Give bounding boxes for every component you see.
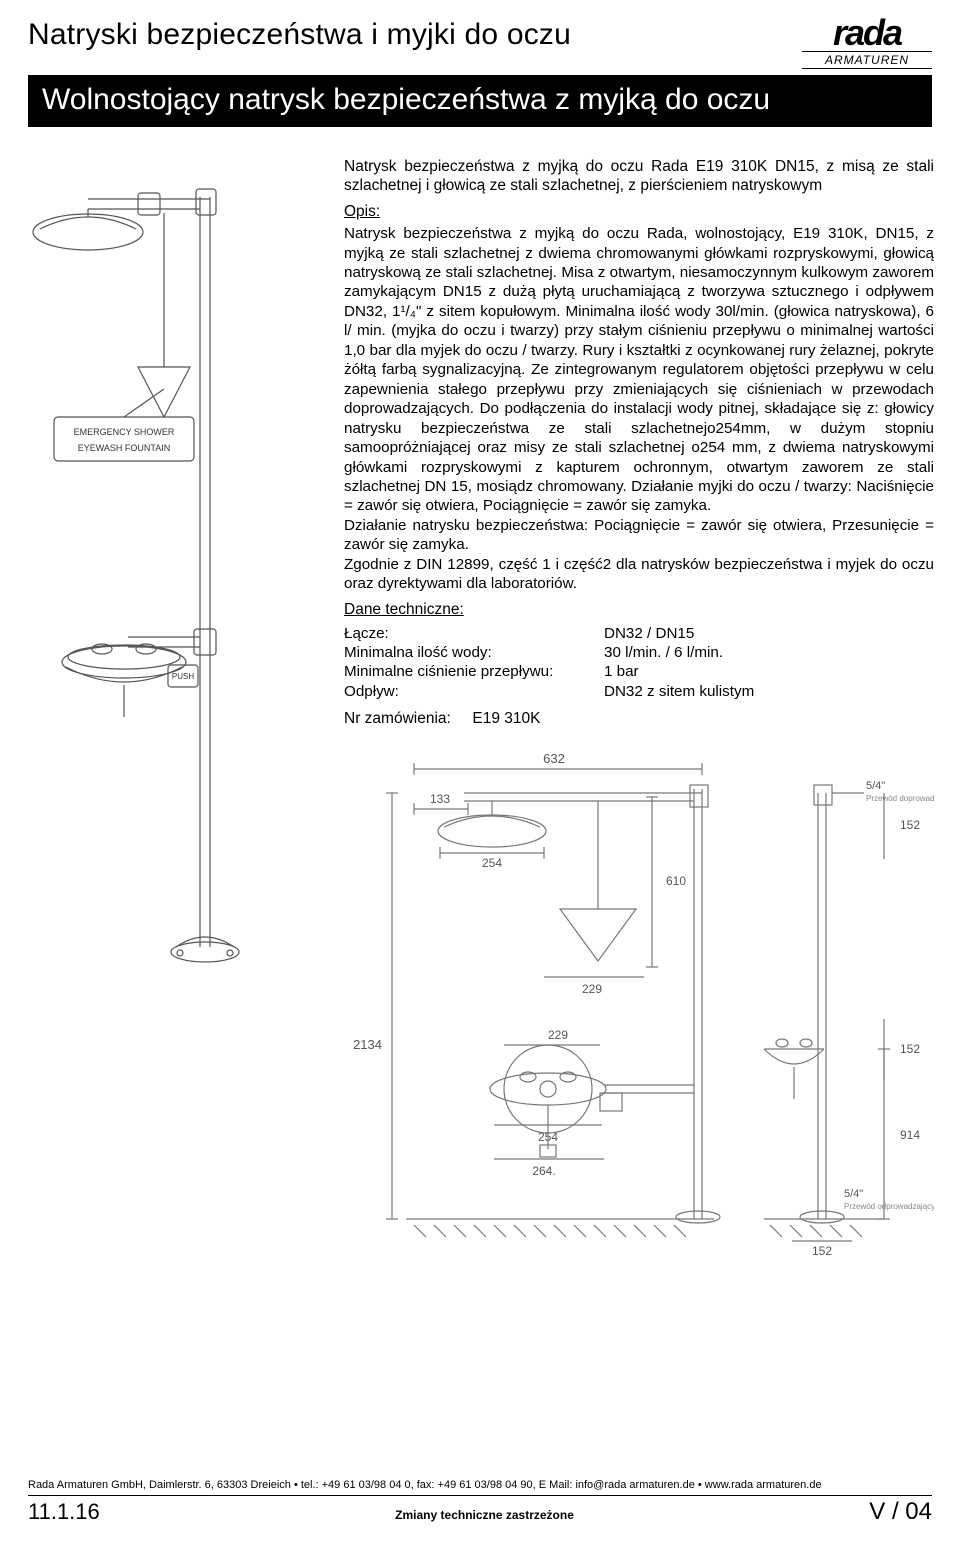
svg-text:632: 632 (543, 751, 565, 766)
spec-label: Odpływ: (344, 682, 604, 701)
svg-text:133: 133 (430, 792, 450, 806)
order-row: Nr zamówienia: E19 310K (344, 709, 934, 729)
product-title: Natrysk bezpieczeństwa z myjką do oczu R… (344, 157, 934, 197)
spec-label: Minimalne ciśnienie przepływu: (344, 662, 604, 681)
footer-page-number: V / 04 (869, 1498, 932, 1526)
spec-value: DN32 z sitem kulistym (604, 682, 754, 701)
svg-text:229: 229 (548, 1028, 568, 1042)
svg-text:Przewód doprowadzający: Przewód doprowadzający (866, 794, 934, 803)
footer-date: 11.1.16 (28, 1499, 100, 1525)
svg-text:5/4": 5/4" (844, 1188, 863, 1200)
spec-table: Łącze: DN32 / DN15 Minimalna ilość wody:… (344, 624, 934, 702)
spec-row: Odpływ: DN32 z sitem kulistym (344, 682, 934, 701)
spec-value: 30 l/min. / 6 l/min. (604, 643, 723, 662)
techdata-label: Dane techniczne: (344, 600, 934, 620)
spec-value: 1 bar (604, 662, 639, 681)
svg-text:152: 152 (900, 1042, 920, 1056)
svg-text:EYEWASH FOUNTAIN: EYEWASH FOUNTAIN (78, 443, 171, 453)
order-label: Nr zamówienia: (344, 710, 451, 727)
spec-value: DN32 / DN15 (604, 624, 694, 643)
svg-text:Przewód odprowadzający: Przewód odprowadzający (844, 1202, 934, 1211)
spec-row: Minimalna ilość wody: 30 l/min. / 6 l/mi… (344, 643, 934, 662)
footer-company-line: Rada Armaturen GmbH, Daimlerstr. 6, 6330… (28, 1479, 932, 1491)
spec-row: Łącze: DN32 / DN15 (344, 624, 934, 643)
svg-text:229: 229 (582, 982, 602, 996)
product-description: Natrysk bezpieczeństwa z myjką do oczu R… (344, 224, 934, 594)
spec-label: Łącze: (344, 624, 604, 643)
svg-text:5/4": 5/4" (866, 780, 885, 792)
footer-disclaimer: Zmiany techniczne zastrzeżone (395, 1508, 574, 1522)
description-label: Opis: (344, 202, 934, 222)
brand-logo: rada ARMATUREN (802, 18, 932, 69)
logo-text: rada (802, 18, 932, 49)
svg-text:152: 152 (812, 1244, 832, 1258)
product-illustration: EMERGENCY SHOWER EYEWASH FOUNTAIN PUSH (28, 157, 328, 977)
page-subtitle-bar: Wolnostojący natrysk bezpieczeństwa z my… (28, 75, 932, 127)
logo-subtext: ARMATUREN (802, 51, 932, 69)
svg-text:610: 610 (666, 874, 686, 888)
svg-text:152: 152 (900, 818, 920, 832)
technical-diagram: 632 133 254 (344, 749, 934, 1259)
svg-text:2134: 2134 (353, 1037, 382, 1052)
svg-text:264.: 264. (532, 1164, 555, 1178)
page-category-title: Natryski bezpieczeństwa i myjki do oczu (28, 18, 571, 52)
spec-row: Minimalne ciśnienie przepływu: 1 bar (344, 662, 934, 681)
svg-text:254: 254 (482, 856, 502, 870)
svg-text:PUSH: PUSH (172, 672, 194, 681)
order-value: E19 310K (472, 710, 540, 727)
svg-text:914: 914 (900, 1128, 920, 1142)
spec-label: Minimalna ilość wody: (344, 643, 604, 662)
page-footer: Rada Armaturen GmbH, Daimlerstr. 6, 6330… (28, 1479, 932, 1526)
svg-text:EMERGENCY SHOWER: EMERGENCY SHOWER (74, 427, 175, 437)
